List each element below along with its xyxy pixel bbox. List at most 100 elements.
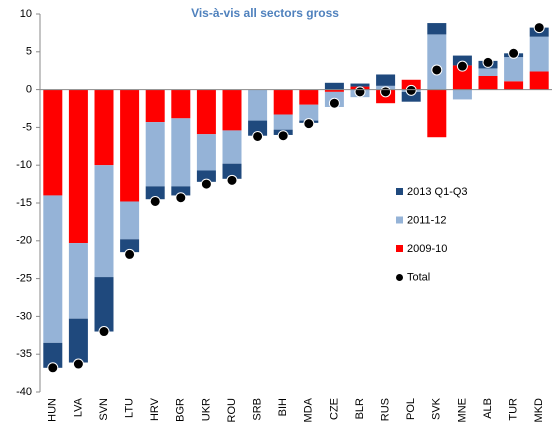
bar-segment (504, 81, 524, 90)
x-tick-label: MKD (533, 398, 545, 423)
bar-segment (68, 89, 88, 244)
total-dot (533, 22, 545, 34)
bar-segment (222, 89, 242, 131)
bar-segment (248, 120, 268, 136)
legend-label: 2011-12 (407, 214, 447, 226)
bar-segment (299, 104, 319, 121)
bar-segment (273, 89, 293, 115)
total-dot (303, 118, 315, 130)
bar-segment (43, 342, 63, 368)
x-tick-label: CZE (328, 398, 340, 420)
total-dot (380, 86, 392, 98)
bar-segment (94, 277, 114, 332)
y-tick-label: -20 (16, 235, 32, 247)
legend-swatch (396, 188, 403, 195)
x-tick-label: MDA (303, 397, 315, 422)
total-dot (124, 248, 136, 260)
bar-segment (350, 83, 370, 87)
x-tick-label: RUS (380, 398, 392, 421)
legend-label: Total (407, 271, 430, 283)
x-tick-label: UKR (200, 398, 212, 421)
bar-segment (299, 89, 319, 105)
bar-segment (68, 318, 88, 363)
x-tick-label: ALB (482, 398, 494, 419)
total-dot (252, 130, 264, 142)
x-tick-label: HUN (47, 398, 59, 422)
y-tick-label: -40 (16, 386, 32, 398)
total-dot (508, 47, 520, 59)
x-tick-label: TUR (508, 398, 520, 421)
x-tick-label: SVK (431, 397, 443, 420)
chart-title: Vis-à-vis all sectors gross (191, 6, 339, 20)
bar-segment (94, 89, 114, 166)
legend-label: 2013 Q1-Q3 (407, 186, 468, 198)
total-dot (328, 97, 340, 109)
bar-segment (324, 82, 344, 90)
bar-segment (43, 89, 63, 196)
total-dot (47, 362, 59, 374)
bar-segment (452, 55, 472, 66)
total-dot (456, 60, 468, 72)
bar-segment (145, 186, 165, 200)
bar-segment (478, 68, 498, 76)
y-tick-label: 5 (26, 46, 32, 58)
x-tick-label: BIH (277, 398, 289, 416)
bar-segment (427, 23, 447, 35)
bar-segment (171, 89, 191, 119)
bar-segment (94, 165, 114, 278)
total-dot (72, 358, 84, 370)
bar-segment (504, 57, 524, 82)
total-dot (200, 178, 212, 190)
legend-swatch (396, 245, 403, 252)
y-tick-label: -30 (16, 310, 32, 322)
x-tick-label: LVA (72, 397, 84, 417)
bar-segment (452, 65, 472, 90)
bar-segment (196, 89, 216, 135)
total-dot (149, 195, 161, 207)
bar-segment (222, 163, 242, 179)
bar-segment (120, 239, 140, 253)
bar-segment (478, 75, 498, 90)
x-tick-label: BGR (175, 398, 187, 422)
bar-segment (529, 71, 549, 90)
bar-segment (43, 195, 63, 343)
x-tick-label: SVN (98, 398, 110, 421)
bar-segment (452, 89, 472, 100)
bar-segment (171, 186, 191, 196)
y-tick-label: -5 (22, 121, 32, 133)
x-tick-label: SRB (252, 398, 264, 421)
y-tick-label: -15 (16, 197, 32, 209)
y-tick-label: -35 (16, 348, 32, 360)
x-tick-label: POL (405, 398, 417, 420)
legend-label: 2009-10 (407, 243, 447, 255)
bar-segment (324, 89, 344, 92)
legend-swatch (396, 274, 403, 281)
bar-segment (248, 89, 268, 121)
bar-segment (401, 91, 421, 102)
total-dot (482, 56, 494, 68)
bar-segment (222, 130, 242, 164)
total-dot (98, 326, 110, 338)
bar-segment (145, 89, 165, 123)
bar-segment (171, 118, 191, 187)
bar-segment (196, 170, 216, 182)
bar-segment (427, 89, 447, 138)
legend-swatch (396, 216, 403, 224)
total-dot (226, 174, 238, 186)
total-dot (354, 86, 366, 98)
x-tick-label: BLR (354, 398, 366, 419)
total-dot (431, 64, 443, 76)
total-dot (277, 130, 289, 142)
y-tick-label: -25 (16, 273, 32, 285)
bar-segment (68, 243, 88, 319)
total-dot (405, 84, 417, 96)
bar-segment (427, 34, 447, 90)
bar-segment (120, 201, 140, 240)
bar-segment (376, 74, 396, 86)
x-tick-label: MNE (456, 398, 468, 422)
x-tick-label: HRV (149, 397, 161, 421)
y-tick-label: 10 (20, 8, 32, 20)
bar-segment (529, 36, 549, 72)
